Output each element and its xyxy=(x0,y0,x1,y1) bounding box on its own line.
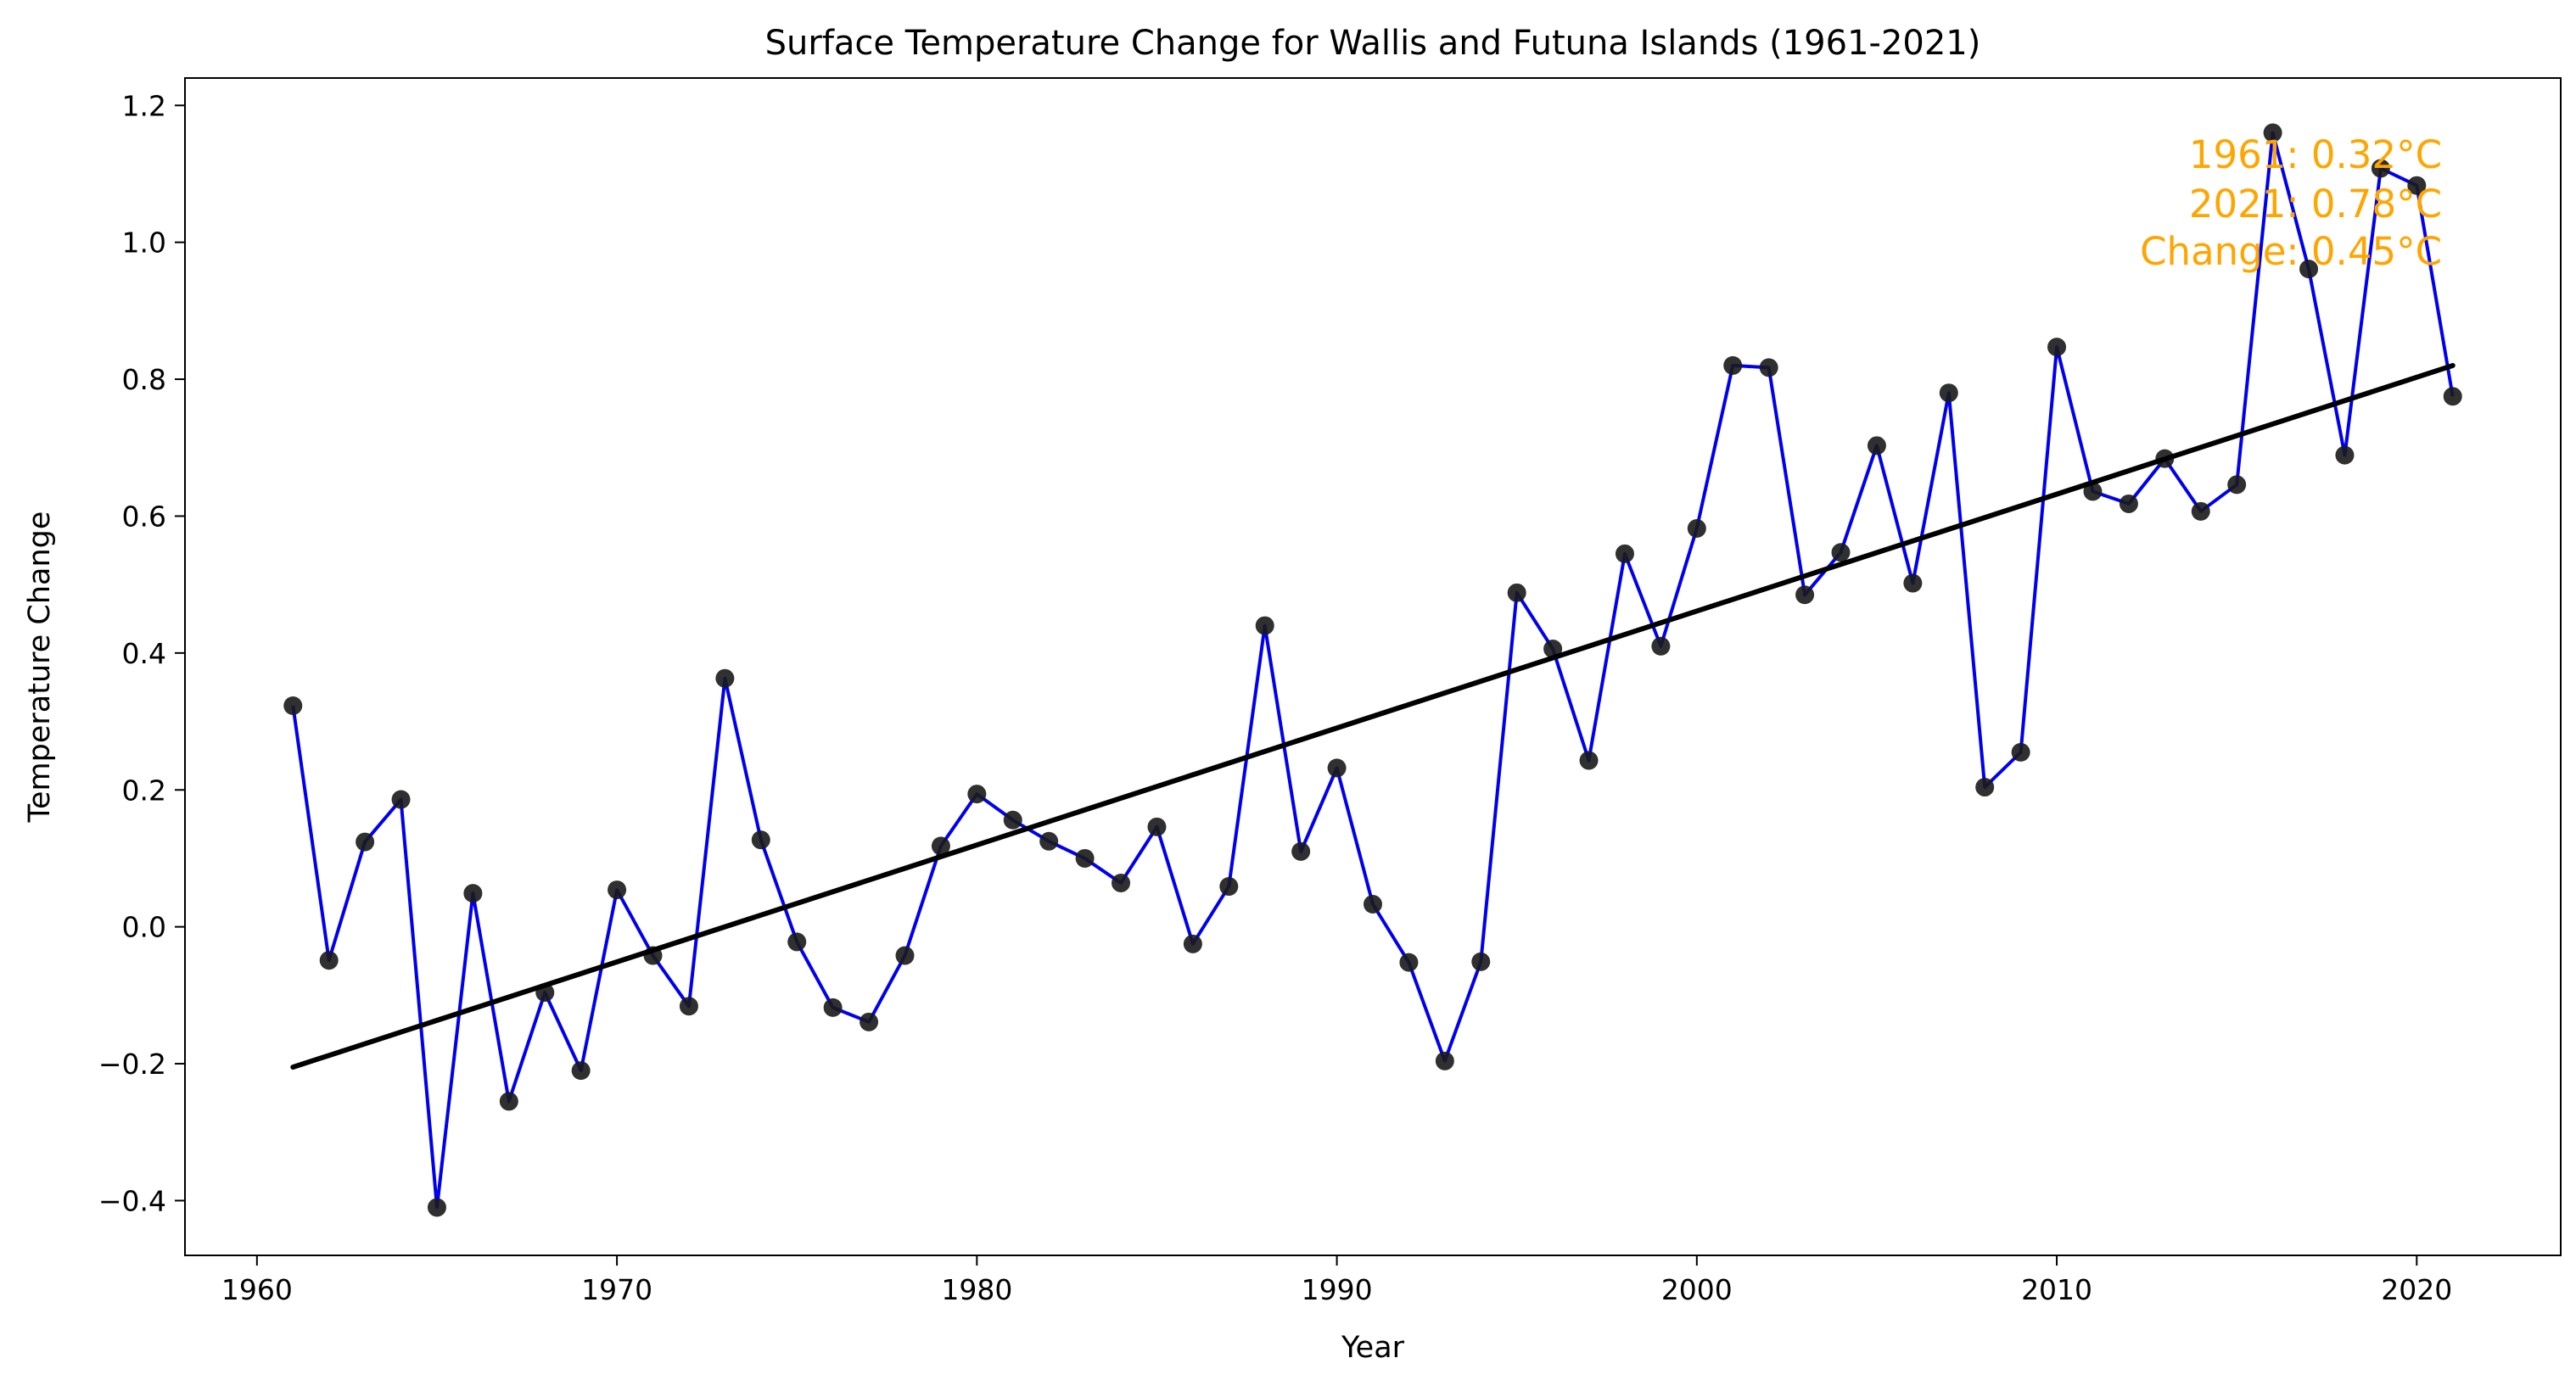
y-tick-label: −0.2 xyxy=(98,1048,166,1081)
data-point xyxy=(2263,123,2282,143)
data-point xyxy=(1183,934,1202,953)
data-point xyxy=(608,880,627,900)
data-point xyxy=(1939,383,1958,403)
series-line xyxy=(291,131,2455,1210)
data-point xyxy=(895,946,915,965)
data-point xyxy=(1291,841,1311,861)
data-point xyxy=(463,884,483,903)
data-point xyxy=(860,1012,879,1031)
y-tick-label: 0.2 xyxy=(122,774,166,807)
data-point xyxy=(2011,742,2030,762)
data-point xyxy=(1003,810,1022,830)
data-point xyxy=(1364,895,1382,914)
data-point xyxy=(1903,573,1923,593)
data-point xyxy=(1831,543,1851,562)
data-point xyxy=(391,790,411,809)
x-tick-label: 2020 xyxy=(2381,1273,2452,1306)
data-point xyxy=(715,668,735,688)
data-point xyxy=(2371,159,2390,178)
data-point xyxy=(1075,848,1095,868)
x-tick-label: 1960 xyxy=(221,1273,293,1306)
x-tick-label: 1970 xyxy=(581,1273,652,1306)
data-point xyxy=(1327,758,1347,778)
data-point xyxy=(1759,358,1778,377)
data-point xyxy=(571,1061,591,1081)
x-tick-label: 1980 xyxy=(941,1273,1012,1306)
annotation-line-start: 1961: 0.32°C xyxy=(2189,132,2442,177)
data-point xyxy=(2119,494,2138,513)
data-point xyxy=(2299,260,2319,279)
x-tick-label: 2000 xyxy=(1661,1273,1733,1306)
trend-line xyxy=(290,362,2456,1070)
data-point xyxy=(2443,387,2462,406)
data-point xyxy=(1399,953,1419,972)
data-point xyxy=(1147,817,1167,836)
y-tick-label: −0.4 xyxy=(98,1184,166,1217)
y-axis-label: Temperature Change xyxy=(23,511,57,824)
data-point xyxy=(967,785,987,804)
data-point xyxy=(1039,831,1059,851)
x-axis: 1960 1970 1980 1990 2000 2010 2020 xyxy=(221,1255,2452,1306)
data-point xyxy=(319,951,339,970)
change-annotation: 1961: 0.32°C 2021: 0.78°C Change: 0.45°C xyxy=(2140,132,2442,274)
data-point xyxy=(499,1092,518,1111)
plot-frame xyxy=(184,77,2562,1256)
y-tick-label: 0.6 xyxy=(122,500,166,533)
data-point xyxy=(1507,583,1526,602)
y-tick-label: 0.0 xyxy=(122,911,166,944)
y-tick-label: 1.2 xyxy=(122,89,166,122)
data-point xyxy=(283,696,303,715)
data-point xyxy=(1867,436,1886,455)
data-point xyxy=(2407,176,2427,195)
data-point xyxy=(1687,518,1706,538)
x-tick-label: 1990 xyxy=(1302,1273,1373,1306)
annotation-line-change: Change: 0.45°C xyxy=(2140,229,2442,274)
data-point xyxy=(2335,445,2355,465)
x-axis-label: Year xyxy=(1341,1331,1405,1365)
y-tick-label: 0.8 xyxy=(122,363,166,396)
data-point xyxy=(1615,544,1634,563)
data-point xyxy=(356,832,375,852)
data-point xyxy=(787,932,807,952)
data-point xyxy=(751,830,770,850)
data-point xyxy=(1579,751,1599,770)
data-point xyxy=(1435,1051,1454,1070)
data-point xyxy=(2227,475,2247,495)
y-axis: −0.4 −0.2 0.0 0.2 0.4 0.6 0.8 1.0 1.2 xyxy=(98,89,185,1217)
annotation-line-end: 2021: 0.78°C xyxy=(2189,182,2442,226)
data-point xyxy=(1975,778,1995,797)
data-point xyxy=(1651,636,1671,656)
data-point xyxy=(931,836,950,856)
y-tick-label: 1.0 xyxy=(122,226,166,260)
data-point xyxy=(2191,501,2210,521)
data-points xyxy=(283,123,2462,1217)
y-tick-label: 0.4 xyxy=(122,637,166,670)
data-point xyxy=(1255,616,1274,635)
data-point xyxy=(2047,338,2067,357)
data-point xyxy=(427,1198,446,1217)
data-point xyxy=(1723,355,1743,375)
data-point xyxy=(1795,585,1815,605)
data-point xyxy=(1112,874,1131,893)
x-tick-label: 2010 xyxy=(2021,1273,2092,1306)
data-point xyxy=(1471,952,1491,971)
data-point xyxy=(1219,877,1239,897)
data-point xyxy=(823,998,843,1017)
data-point xyxy=(1543,640,1563,659)
data-point xyxy=(2083,482,2103,501)
data-point xyxy=(679,997,698,1016)
chart-title: Surface Temperature Change for Wallis an… xyxy=(765,24,1981,63)
